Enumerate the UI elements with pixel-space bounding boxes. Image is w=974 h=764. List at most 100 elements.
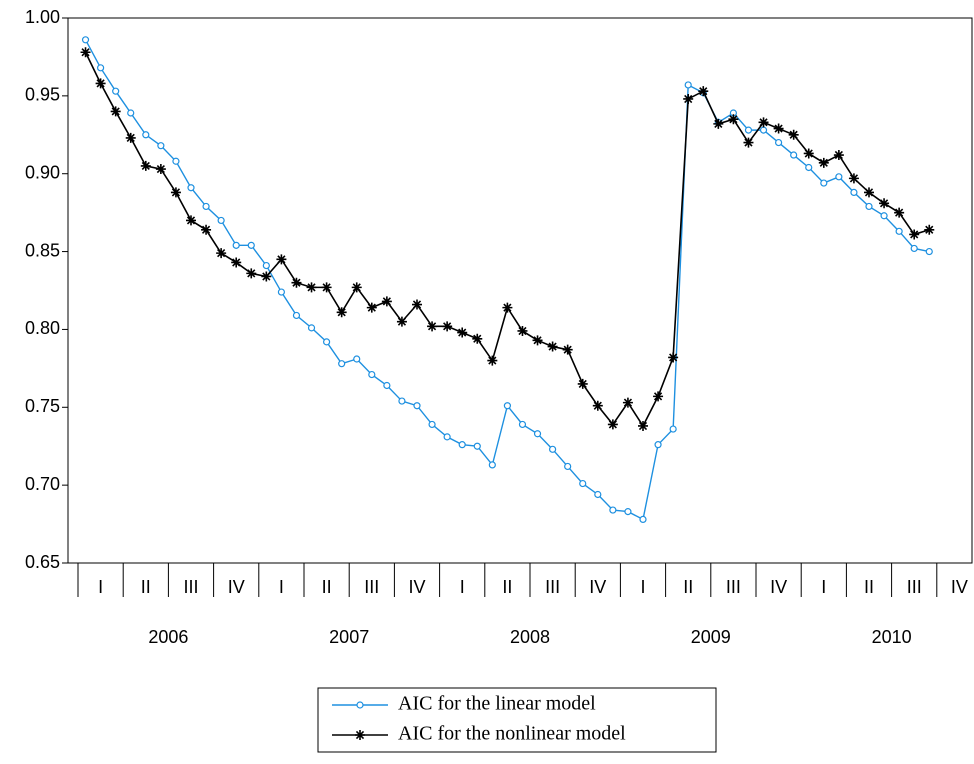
point [698,86,709,97]
point [353,355,361,363]
plot-frame [67,17,973,564]
point [216,248,227,259]
point [396,316,407,327]
x-tick-label: I [460,577,465,597]
point [668,352,679,363]
point [744,126,753,134]
point [622,397,633,408]
point [607,419,618,430]
point [110,106,121,117]
x-tick-label: II [502,577,512,597]
point [774,138,783,147]
point [669,425,677,433]
point [864,187,874,198]
x-tick-label: I [279,577,284,597]
point [442,321,453,332]
point [202,202,210,211]
point [217,216,225,225]
point [533,430,542,438]
point [487,355,498,366]
point [909,229,920,240]
x-group-label: 2007 [329,627,369,647]
point [413,402,421,410]
point [788,129,799,140]
x-tick-label: IV [228,577,245,597]
point [773,123,784,134]
x-tick-label: III [364,577,379,597]
point [579,479,587,488]
series-line [84,51,930,428]
x-tick-label: III [907,577,922,597]
point [412,299,422,310]
point [96,64,105,72]
point [142,131,150,139]
x-tick-label: IV [589,577,606,597]
point [503,402,511,410]
point [532,335,543,346]
point [713,118,724,129]
point [790,151,798,159]
point [564,462,572,471]
point [924,224,935,235]
series-line [84,39,930,521]
point [638,420,648,431]
point [381,296,392,307]
point [398,397,406,405]
point [820,179,828,187]
point [307,324,316,332]
x-group-label: 2008 [510,627,550,647]
point [562,344,573,355]
x-tick-label: I [98,577,103,597]
point [879,198,890,209]
point [743,137,754,148]
y-tick-label: 1.00 [25,7,60,27]
point [155,164,166,175]
point [81,36,90,44]
point [925,247,933,256]
point [458,441,466,449]
y-tick-label: 0.90 [25,162,60,182]
point [894,207,905,218]
x-tick-label: IV [408,577,425,597]
x-tick-label: IV [951,577,968,597]
point [306,282,317,293]
point [112,87,120,95]
x-tick-label: II [141,577,151,597]
point [547,341,558,352]
point [140,160,151,171]
y-tick-label: 0.85 [25,240,60,260]
point [518,420,527,429]
legend-label: AIC for the nonlinear model [398,723,626,745]
point [609,506,617,514]
point [683,93,694,104]
point [321,282,332,293]
point [172,157,180,165]
point [428,420,436,429]
point [127,109,135,117]
point [231,257,242,268]
legend-box [317,687,717,753]
point [368,370,376,379]
point [246,268,257,279]
x-tick-label: I [640,577,645,597]
y-tick-label: 0.95 [25,85,60,105]
point [186,215,196,226]
point [80,47,91,58]
point [351,282,362,293]
point [443,433,451,441]
point [805,163,813,172]
point [187,184,195,192]
point [654,441,662,449]
x-group-label: 2010 [872,627,912,647]
point [502,302,513,313]
point [472,333,483,344]
point [488,461,496,469]
x-group-label: 2009 [691,627,731,647]
point [261,271,272,282]
point [383,381,391,390]
point [818,157,829,168]
point [653,391,664,402]
x-group-label: 2006 [148,627,188,647]
point [895,227,903,235]
